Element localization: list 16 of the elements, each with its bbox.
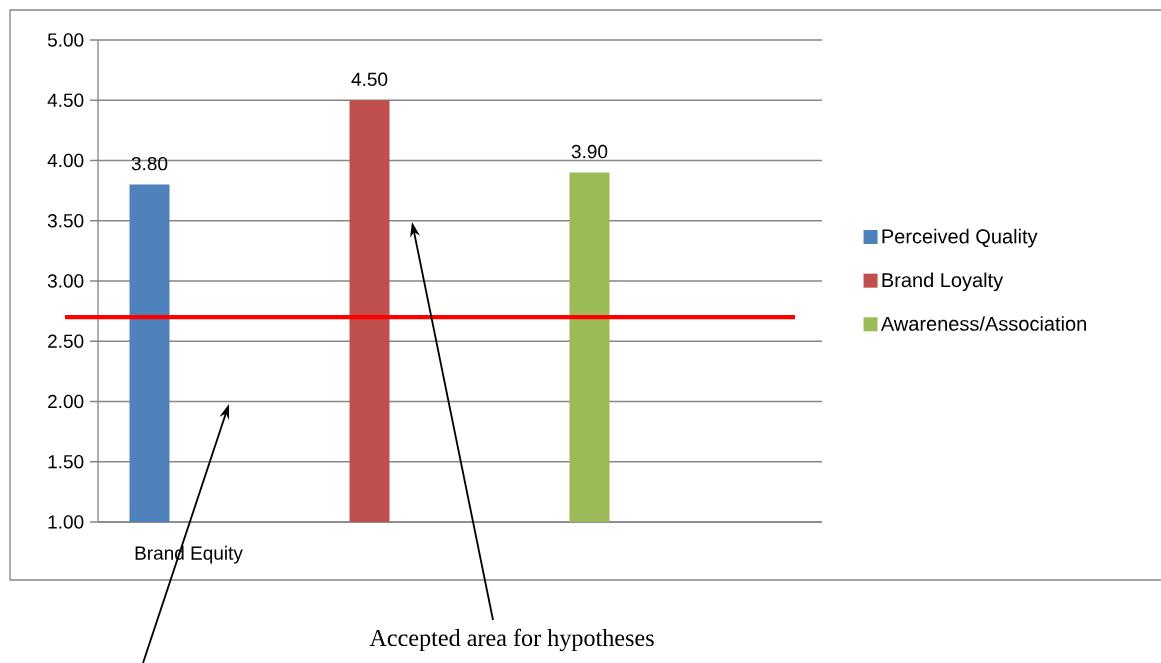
y-tick-label: 1.50 [48, 455, 84, 469]
legend-label: Brand Loyalty [882, 272, 1004, 292]
data-label: 3.90 [571, 144, 608, 159]
data-label: 3.80 [131, 156, 168, 171]
text: Accepted area for hypotheses [369, 628, 654, 652]
y-tick-label: 3.50 [47, 214, 84, 228]
y-tick-label: 1.00 [48, 515, 84, 529]
y-tick-label: 4.50 [47, 93, 84, 107]
legend-label: Perceived Quality [882, 228, 1038, 248]
legend-label: Awareness/Association [880, 316, 1086, 331]
y-tick-label: 2.50 [48, 334, 84, 348]
y-tick-label: 4.00 [47, 153, 84, 168]
data-label: 4.50 [351, 72, 388, 87]
y-tick-label: 5.00 [47, 33, 84, 47]
y-tick-label: 3.00 [47, 274, 84, 288]
y-tick-label: 2.00 [48, 394, 84, 409]
